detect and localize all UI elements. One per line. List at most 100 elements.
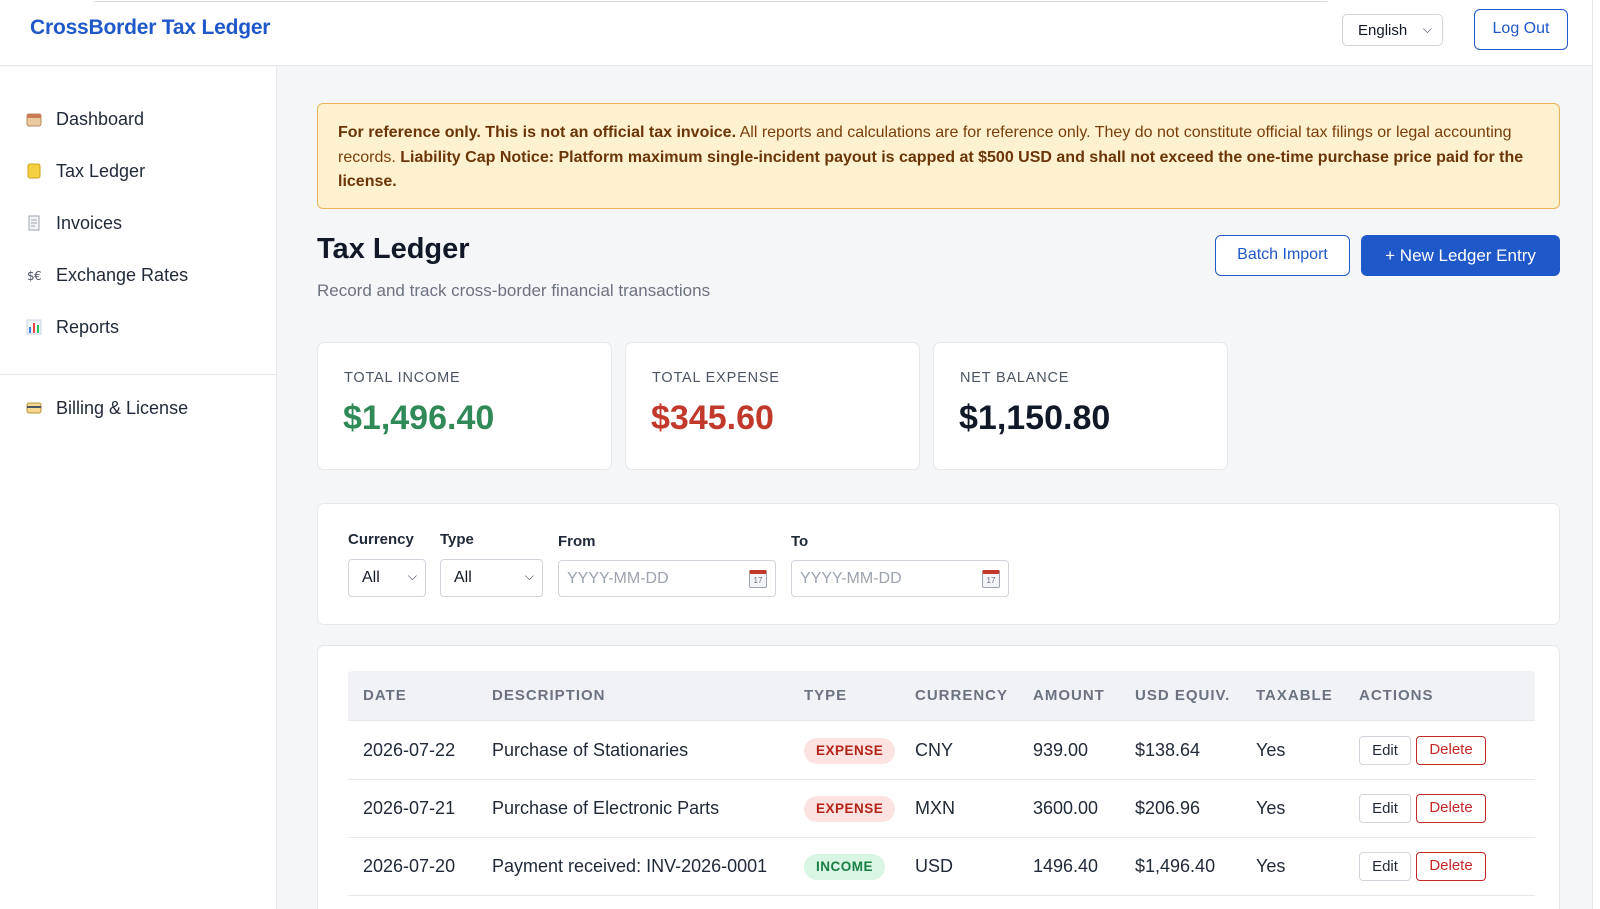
col-amount[interactable]: AMOUNT bbox=[1033, 687, 1105, 704]
sidebar-item-label: Invoices bbox=[56, 212, 123, 233]
type-filter-label: Type bbox=[440, 531, 474, 548]
edit-button[interactable]: Edit bbox=[1359, 852, 1411, 881]
app-brand[interactable]: CrossBorder Tax Ledger bbox=[30, 16, 271, 39]
edit-button[interactable]: Edit bbox=[1359, 736, 1411, 765]
new-ledger-entry-button[interactable]: + New Ledger Entry bbox=[1361, 235, 1560, 276]
cell-taxable: Yes bbox=[1256, 740, 1286, 760]
sidebar-item-invoices[interactable]: Invoices bbox=[26, 208, 266, 238]
from-date-input[interactable]: YYYY-MM-DD 17 bbox=[558, 560, 776, 597]
cell-description: Payment received: INV-2026-0001 bbox=[492, 856, 768, 876]
ledger-icon bbox=[26, 163, 42, 179]
cell-taxable: Yes bbox=[1256, 798, 1286, 818]
sidebar: Dashboard Tax Ledger Invoices $ € Exchang… bbox=[0, 67, 277, 909]
sidebar-item-dashboard[interactable]: Dashboard bbox=[26, 104, 266, 134]
page-subtitle: Record and track cross-border financial … bbox=[317, 281, 711, 300]
sidebar-item-reports[interactable]: Reports bbox=[26, 312, 266, 342]
chevron-down-icon: ⌵ bbox=[1422, 22, 1432, 36]
col-type[interactable]: TYPE bbox=[804, 687, 848, 704]
page-title: Tax Ledger bbox=[317, 233, 470, 265]
table-header: DATE DESCRIPTION TYPE CURRENCY AMOUNT US… bbox=[348, 671, 1535, 721]
to-date-placeholder: YYYY-MM-DD bbox=[800, 570, 902, 587]
cell-date: 2026-07-20 bbox=[363, 856, 456, 876]
to-date-input[interactable]: YYYY-MM-DD 17 bbox=[791, 560, 1009, 597]
cell-usd-equiv: $138.64 bbox=[1135, 740, 1201, 760]
sidebar-divider bbox=[0, 374, 277, 375]
col-taxable[interactable]: TAXABLE bbox=[1256, 687, 1333, 704]
type-badge: EXPENSE bbox=[804, 796, 896, 822]
calendar-icon[interactable]: 17 bbox=[749, 570, 767, 588]
sidebar-item-exchange-rates[interactable]: $ € Exchange Rates bbox=[26, 260, 266, 290]
notice-body: All reports and calculations are for ref… bbox=[338, 124, 1512, 166]
cell-amount: 3600.00 bbox=[1033, 798, 1099, 818]
type-badge: INCOME bbox=[804, 854, 885, 880]
sidebar-item-billing[interactable]: Billing & License bbox=[26, 393, 266, 423]
window-edge bbox=[1592, 0, 1600, 909]
from-date-label: From bbox=[558, 533, 596, 550]
col-actions: ACTIONS bbox=[1359, 687, 1434, 704]
type-badge: EXPENSE bbox=[804, 738, 896, 764]
filter-panel: Currency All ⌵ Type All ⌵ From YYYY-MM-D… bbox=[317, 503, 1560, 625]
type-filter-select[interactable]: All ⌵ bbox=[440, 559, 543, 597]
cell-taxable: Yes bbox=[1256, 856, 1286, 876]
currency-filter-label: Currency bbox=[348, 531, 414, 548]
logout-button[interactable]: Log Out bbox=[1474, 9, 1568, 50]
edit-button[interactable]: Edit bbox=[1359, 794, 1411, 823]
table-row: 2026-07-22 Purchase of Stationaries EXPE… bbox=[348, 722, 1535, 780]
currency-filter-select[interactable]: All ⌵ bbox=[348, 559, 426, 597]
cell-date: 2026-07-21 bbox=[363, 798, 456, 818]
cell-usd-equiv: $206.96 bbox=[1135, 798, 1201, 818]
col-usd-equiv[interactable]: USD EQUIV. bbox=[1135, 687, 1231, 704]
table-row: 2026-07-20 Payment received: INV-2026-00… bbox=[348, 838, 1535, 896]
cell-amount: 1496.40 bbox=[1033, 856, 1099, 876]
language-value: English bbox=[1358, 22, 1408, 39]
receipt-icon bbox=[26, 215, 42, 231]
delete-button[interactable]: Delete bbox=[1416, 736, 1486, 765]
stat-label: TOTAL INCOME bbox=[344, 370, 461, 386]
cell-currency: MXN bbox=[915, 798, 955, 818]
stat-label: NET BALANCE bbox=[960, 370, 1070, 386]
notice-liability-cap: Liability Cap Notice: Platform maximum s… bbox=[338, 148, 1524, 191]
svg-text:€: € bbox=[34, 269, 42, 283]
sidebar-item-tax-ledger[interactable]: Tax Ledger bbox=[26, 156, 266, 186]
stat-value: $1,496.40 bbox=[343, 399, 495, 437]
cell-usd-equiv: $1,496.40 bbox=[1135, 856, 1216, 876]
table-row: 2026-07-21 Purchase of Electronic Parts … bbox=[348, 780, 1535, 838]
top-header: CrossBorder Tax Ledger English ⌵ Log Out bbox=[0, 0, 1600, 66]
net-balance-card: NET BALANCE $1,150.80 bbox=[933, 342, 1228, 470]
to-date-label: To bbox=[791, 533, 809, 550]
chevron-down-icon: ⌵ bbox=[407, 569, 417, 583]
col-currency[interactable]: CURRENCY bbox=[915, 687, 1009, 704]
col-date[interactable]: DATE bbox=[363, 687, 407, 704]
sidebar-item-label: Tax Ledger bbox=[56, 160, 146, 181]
cell-currency: CNY bbox=[915, 740, 954, 760]
cell-amount: 939.00 bbox=[1033, 740, 1089, 760]
sidebar-item-label: Reports bbox=[56, 316, 120, 337]
calendar-icon[interactable]: 17 bbox=[982, 570, 1000, 588]
ledger-table-card: DATE DESCRIPTION TYPE CURRENCY AMOUNT US… bbox=[317, 645, 1560, 909]
sidebar-item-label: Billing & License bbox=[56, 397, 189, 418]
delete-button[interactable]: Delete bbox=[1416, 852, 1486, 881]
svg-text:$: $ bbox=[27, 269, 35, 283]
chevron-down-icon: ⌵ bbox=[524, 569, 534, 583]
cell-description: Purchase of Electronic Parts bbox=[492, 798, 720, 818]
reference-notice: For reference only. This is not an offic… bbox=[317, 103, 1560, 209]
delete-button[interactable]: Delete bbox=[1416, 794, 1486, 823]
sidebar-item-label: Dashboard bbox=[56, 108, 145, 129]
stat-value: $1,150.80 bbox=[959, 399, 1111, 437]
cell-date: 2026-07-22 bbox=[363, 740, 456, 760]
type-filter-value: All bbox=[454, 569, 472, 586]
language-select[interactable]: English ⌵ bbox=[1342, 14, 1443, 46]
stat-label: TOTAL EXPENSE bbox=[652, 370, 780, 386]
bar-chart-icon bbox=[26, 319, 42, 335]
credit-card-icon bbox=[26, 400, 42, 416]
main-content: For reference only. This is not an offic… bbox=[278, 67, 1600, 909]
cell-description: Purchase of Stationaries bbox=[492, 740, 689, 760]
total-expense-card: TOTAL EXPENSE $345.60 bbox=[625, 342, 920, 470]
sidebar-item-label: Exchange Rates bbox=[56, 264, 189, 285]
cell-currency: USD bbox=[915, 856, 954, 876]
col-description[interactable]: DESCRIPTION bbox=[492, 687, 606, 704]
notice-lead: For reference only. This is not an offic… bbox=[338, 124, 737, 141]
header-divider bbox=[94, 0, 1328, 2]
batch-import-button[interactable]: Batch Import bbox=[1215, 235, 1350, 276]
